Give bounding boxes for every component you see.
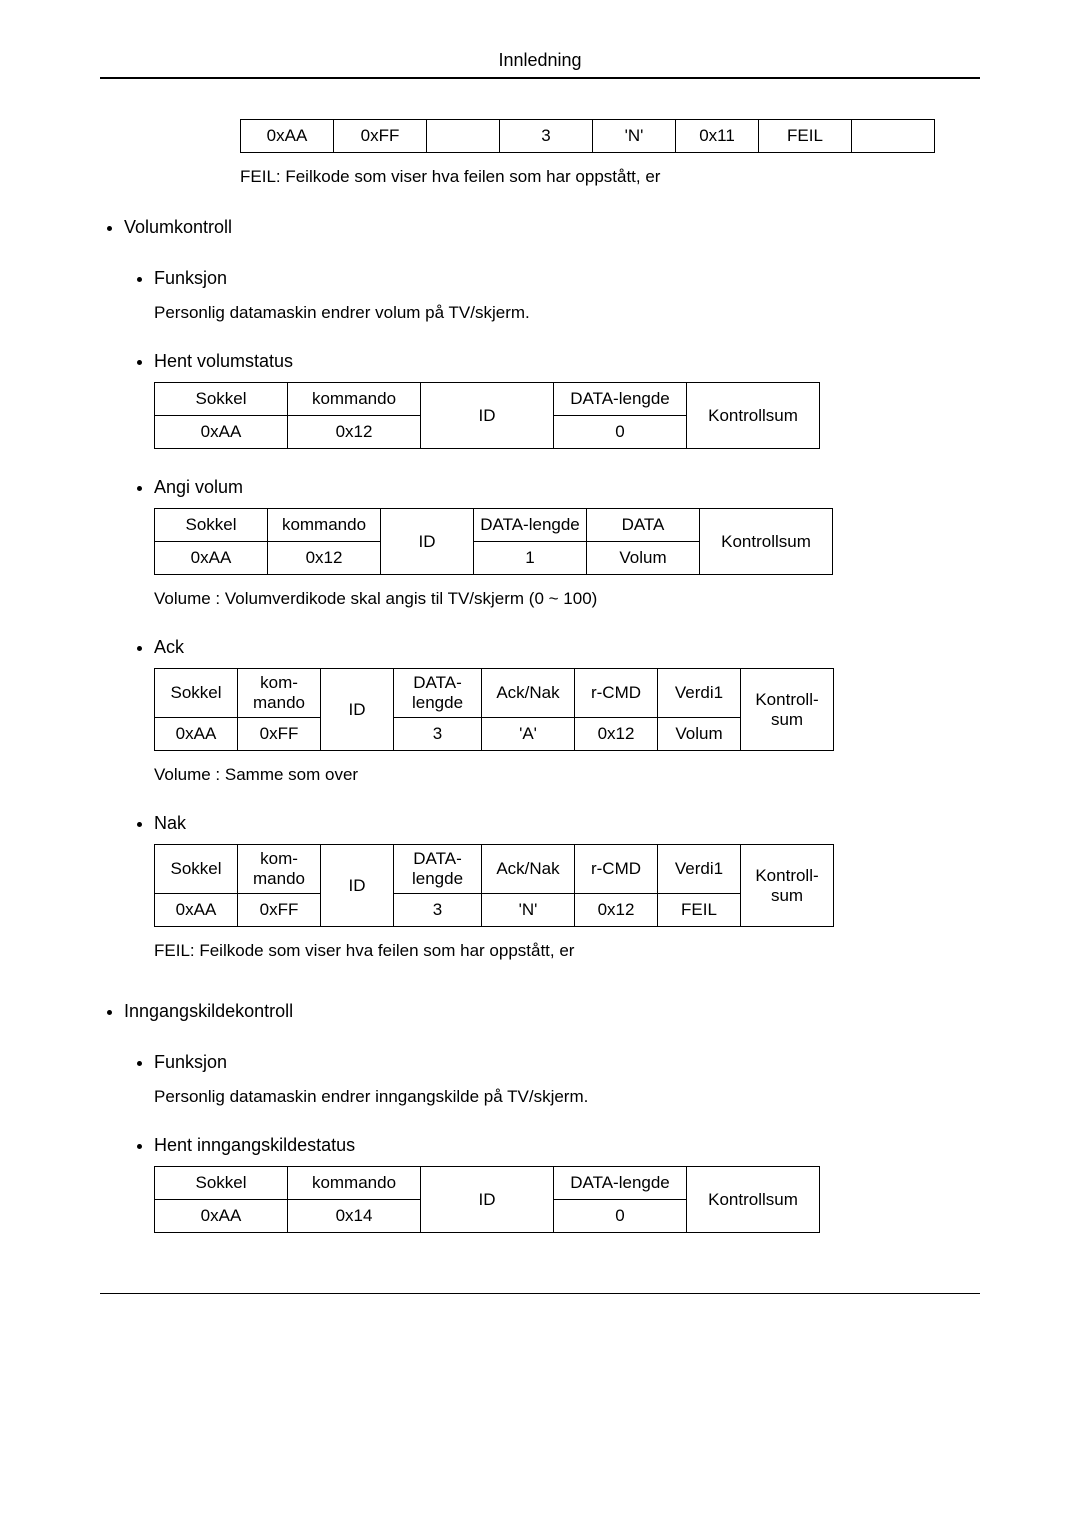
- table-header-cell: ID: [421, 1167, 554, 1233]
- table-header-cell: Verdi1: [658, 669, 741, 718]
- table-header-cell: DATA-lengde: [554, 383, 687, 416]
- table-header-cell: Sokkel: [155, 509, 268, 542]
- table-header-cell: Kontroll-sum: [741, 669, 834, 751]
- table-header-cell: r-CMD: [575, 845, 658, 894]
- table-cell: 3: [500, 120, 593, 153]
- table-header-cell: Kontrollsum: [700, 509, 833, 575]
- table-header-cell: ID: [421, 383, 554, 449]
- input-get-label: Hent inngangskildestatus: [154, 1135, 355, 1155]
- table-header-cell: Kontrollsum: [687, 383, 820, 449]
- volume-set-label: Angi volum: [154, 477, 243, 497]
- section-input: Inngangskildekontroll Funksjon Personlig…: [124, 1001, 980, 1233]
- volume-ack-note: Volume : Samme som over: [154, 765, 980, 785]
- volume-get: Hent volumstatus SokkelkommandoIDDATA-le…: [154, 351, 980, 449]
- table-header-cell: Kontrollsum: [687, 1167, 820, 1233]
- table-header-cell: Verdi1: [658, 845, 741, 894]
- input-funksjon-text: Personlig datamaskin endrer inngangskild…: [154, 1087, 980, 1107]
- table-cell: [852, 120, 935, 153]
- table-cell: 3: [394, 894, 482, 927]
- table-header-cell: Sokkel: [155, 845, 238, 894]
- table-cell: Volum: [658, 718, 741, 751]
- volume-nak-label: Nak: [154, 813, 186, 833]
- table-header-cell: kommando: [288, 1167, 421, 1200]
- table-cell: 0xFF: [334, 120, 427, 153]
- table-cell: 0: [554, 1200, 687, 1233]
- table-cell: 0x12: [575, 718, 658, 751]
- table-header-cell: DATA-lengde: [394, 845, 482, 894]
- table-cell: Volum: [587, 542, 700, 575]
- table-header-cell: kom-mando: [238, 845, 321, 894]
- volume-ack: Ack Sokkelkom-mandoIDDATA-lengdeAck/Nakr…: [154, 637, 980, 785]
- table-cell: 3: [394, 718, 482, 751]
- footer-rule: [100, 1293, 980, 1294]
- table-cell: 0x12: [288, 416, 421, 449]
- table-header-cell: Ack/Nak: [482, 845, 575, 894]
- table-header-cell: ID: [381, 509, 474, 575]
- volume-nak-table: Sokkelkom-mandoIDDATA-lengdeAck/Nakr-CMD…: [154, 844, 834, 927]
- table-header-cell: Kontroll-sum: [741, 845, 834, 927]
- input-funksjon-label: Funksjon: [154, 1052, 227, 1072]
- table-header-cell: Sokkel: [155, 1167, 288, 1200]
- table-cell: 0x14: [288, 1200, 421, 1233]
- table-cell: 0x12: [575, 894, 658, 927]
- table-cell: 0xAA: [155, 718, 238, 751]
- table-header-cell: Sokkel: [155, 383, 288, 416]
- table-cell: 0x12: [268, 542, 381, 575]
- section-input-title: Inngangskildekontroll: [124, 1001, 293, 1021]
- section-volume-title: Volumkontroll: [124, 217, 232, 237]
- page-header: Innledning: [100, 50, 980, 79]
- table-cell: 1: [474, 542, 587, 575]
- table-header-cell: r-CMD: [575, 669, 658, 718]
- table-cell: 0xAA: [155, 894, 238, 927]
- volume-get-table: SokkelkommandoIDDATA-lengdeKontrollsum 0x…: [154, 382, 820, 449]
- table-header-cell: DATA-lengde: [554, 1167, 687, 1200]
- volume-funksjon: Funksjon Personlig datamaskin endrer vol…: [154, 268, 980, 323]
- volume-set-table: SokkelkommandoIDDATA-lengdeDATAKontrolls…: [154, 508, 833, 575]
- volume-ack-table: Sokkelkom-mandoIDDATA-lengdeAck/Nakr-CMD…: [154, 668, 834, 751]
- table-cell: 0xAA: [241, 120, 334, 153]
- table-header-cell: DATA: [587, 509, 700, 542]
- table-cell: 'N': [593, 120, 676, 153]
- table-header-cell: DATA-lengde: [394, 669, 482, 718]
- table-cell: 'N': [482, 894, 575, 927]
- table-header-cell: DATA-lengde: [474, 509, 587, 542]
- input-funksjon: Funksjon Personlig datamaskin endrer inn…: [154, 1052, 980, 1107]
- volume-funksjon-text: Personlig datamaskin endrer volum på TV/…: [154, 303, 980, 323]
- table-cell: FEIL: [658, 894, 741, 927]
- volume-set: Angi volum SokkelkommandoIDDATA-lengdeDA…: [154, 477, 980, 609]
- table-cell: 0xAA: [155, 542, 268, 575]
- table-cell: 0xAA: [155, 1200, 288, 1233]
- input-get-table: SokkelkommandoIDDATA-lengdeKontrollsum 0x…: [154, 1166, 820, 1233]
- table-cell: 0xFF: [238, 718, 321, 751]
- top-nak-table: 0xAA0xFF 3'N'0x11FEIL: [240, 119, 935, 153]
- table-cell: [427, 120, 500, 153]
- volume-set-note: Volume : Volumverdikode skal angis til T…: [154, 589, 980, 609]
- volume-get-label: Hent volumstatus: [154, 351, 293, 371]
- table-cell: 'A': [482, 718, 575, 751]
- volume-nak: Nak Sokkelkom-mandoIDDATA-lengdeAck/Nakr…: [154, 813, 980, 961]
- table-cell: 0x11: [676, 120, 759, 153]
- volume-ack-label: Ack: [154, 637, 184, 657]
- table-cell: 0xAA: [155, 416, 288, 449]
- input-get: Hent inngangskildestatus SokkelkommandoI…: [154, 1135, 980, 1233]
- table-header-cell: ID: [321, 845, 394, 927]
- table-cell: 0: [554, 416, 687, 449]
- table-header-cell: ID: [321, 669, 394, 751]
- table-cell: FEIL: [759, 120, 852, 153]
- table-cell: 0xFF: [238, 894, 321, 927]
- volume-nak-note: FEIL: Feilkode som viser hva feilen som …: [154, 941, 980, 961]
- table-header-cell: kommando: [288, 383, 421, 416]
- table-header-cell: kommando: [268, 509, 381, 542]
- table-header-cell: Sokkel: [155, 669, 238, 718]
- top-nak-note: FEIL: Feilkode som viser hva feilen som …: [240, 167, 980, 187]
- table-header-cell: Ack/Nak: [482, 669, 575, 718]
- volume-funksjon-label: Funksjon: [154, 268, 227, 288]
- table-header-cell: kom-mando: [238, 669, 321, 718]
- section-volume: Volumkontroll Funksjon Personlig datamas…: [124, 217, 980, 961]
